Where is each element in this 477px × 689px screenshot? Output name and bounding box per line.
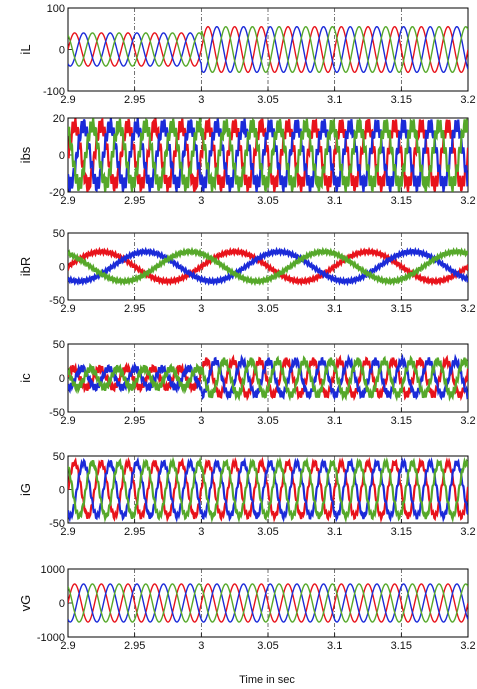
- y-tick-label: -100: [43, 86, 65, 98]
- y-tick-label: 20: [53, 113, 65, 125]
- x-tick-label: 3.1: [327, 415, 342, 427]
- x-tick-label: 3.1: [327, 195, 342, 207]
- x-tick-label: 2.95: [124, 526, 145, 538]
- series-line: [68, 118, 468, 192]
- y-axis-label: vG: [18, 595, 33, 612]
- y-tick-label: 0: [59, 150, 65, 162]
- series-line: [68, 456, 468, 523]
- x-tick-label: 3.05: [257, 415, 278, 427]
- x-tick-label: 3: [198, 415, 204, 427]
- x-tick-label: 2.9: [60, 415, 75, 427]
- series-line: [68, 246, 468, 287]
- x-tick-label: 3: [198, 94, 204, 106]
- x-tick-label: 2.9: [60, 303, 75, 315]
- x-tick-label: 3.2: [460, 195, 475, 207]
- x-tick-label: 3.05: [257, 195, 278, 207]
- series-line: [68, 583, 468, 623]
- y-tick-label: 0: [59, 45, 65, 57]
- series-line: [68, 583, 468, 623]
- y-tick-label: -50: [49, 295, 65, 307]
- x-tick-label: 3.2: [460, 94, 475, 106]
- series-line: [68, 353, 468, 401]
- y-tick-label: 50: [53, 339, 65, 351]
- series-line: [68, 246, 468, 287]
- series-line: [68, 25, 468, 74]
- y-tick-label: -20: [49, 187, 65, 199]
- x-tick-label: 3: [198, 640, 204, 652]
- y-axis-label: iL: [18, 44, 33, 54]
- panel-2: 2.9 2.95 3 3.05 3.1 3.15 3.2 -20 0 20 ibs: [18, 113, 476, 207]
- x-tick-label: 2.9: [60, 195, 75, 207]
- y-axis-label: ibs: [18, 146, 33, 163]
- y-tick-label: -50: [49, 518, 65, 530]
- series-line: [68, 118, 468, 192]
- y-axis-label: ic: [18, 373, 33, 383]
- x-tick-label: 3.2: [460, 303, 475, 315]
- x-tick-label: 2.95: [124, 303, 145, 315]
- x-tick-label: 2.95: [124, 94, 145, 106]
- y-tick-label: 1000: [41, 564, 65, 576]
- x-tick-label: 2.95: [124, 640, 145, 652]
- x-tick-label: 3.15: [391, 195, 412, 207]
- panel-3: 2.9 2.95 3 3.05 3.1 3.15 3.2 -50 0 50 ibR: [18, 228, 476, 315]
- x-tick-label: 2.9: [60, 526, 75, 538]
- x-tick-label: 2.9: [60, 640, 75, 652]
- x-tick-label: 3.15: [391, 94, 412, 106]
- x-tick-label: 3.2: [460, 640, 475, 652]
- series-line: [68, 583, 468, 623]
- x-tick-label: 3.05: [257, 526, 278, 538]
- series-line: [68, 456, 468, 523]
- y-tick-label: 0: [59, 262, 65, 274]
- panel-1: 2.9 2.95 3 3.05 3.1 3.15 3.2 -100 0 100 iL: [18, 3, 476, 106]
- y-tick-label: 0: [59, 373, 65, 385]
- x-tick-label: 3.05: [257, 303, 278, 315]
- x-tick-label: 3.15: [391, 303, 412, 315]
- series-line: [68, 354, 468, 402]
- series-line: [68, 118, 468, 192]
- x-tick-label: 3.2: [460, 415, 475, 427]
- series-line: [68, 456, 468, 523]
- y-tick-label: 0: [59, 598, 65, 610]
- panel-6: 2.9 2.95 3 3.05 3.1 3.15 3.2 -1000 0 1000 vG: [18, 564, 476, 652]
- x-tick-label: 3: [198, 303, 204, 315]
- y-tick-label: 0: [59, 485, 65, 497]
- series-line: [68, 25, 468, 74]
- x-tick-label: 3.05: [257, 94, 278, 106]
- x-tick-label: 3.15: [391, 640, 412, 652]
- y-tick-label: -50: [49, 407, 65, 419]
- x-tick-label: 3.05: [257, 640, 278, 652]
- x-tick-label: 3.2: [460, 526, 475, 538]
- x-tick-label: 3.1: [327, 640, 342, 652]
- x-tick-label: 3.15: [391, 526, 412, 538]
- series-line: [68, 246, 468, 287]
- y-tick-label: 50: [53, 228, 65, 240]
- x-tick-label: 3.1: [327, 303, 342, 315]
- x-tick-label: 2.9: [60, 94, 75, 106]
- x-axis-label: Time in sec: [239, 674, 295, 686]
- x-tick-label: 3: [198, 195, 204, 207]
- x-tick-label: 3.1: [327, 94, 342, 106]
- panel-4: 2.9 2.95 3 3.05 3.1 3.15 3.2 -50 0 50 ic: [18, 339, 476, 427]
- x-tick-label: 2.95: [124, 415, 145, 427]
- y-axis-label: ibR: [18, 257, 33, 277]
- y-tick-label: 50: [53, 451, 65, 463]
- panel-5: 2.9 2.95 3 3.05 3.1 3.15 3.2 -50 0 50 iG: [18, 451, 476, 538]
- x-tick-label: 3: [198, 526, 204, 538]
- x-tick-label: 3.15: [391, 415, 412, 427]
- y-tick-label: 100: [47, 3, 65, 15]
- y-axis-label: iG: [18, 483, 33, 496]
- series-line: [68, 25, 468, 74]
- y-tick-label: -1000: [37, 632, 65, 644]
- x-tick-label: 2.95: [124, 195, 145, 207]
- x-tick-label: 3.1: [327, 526, 342, 538]
